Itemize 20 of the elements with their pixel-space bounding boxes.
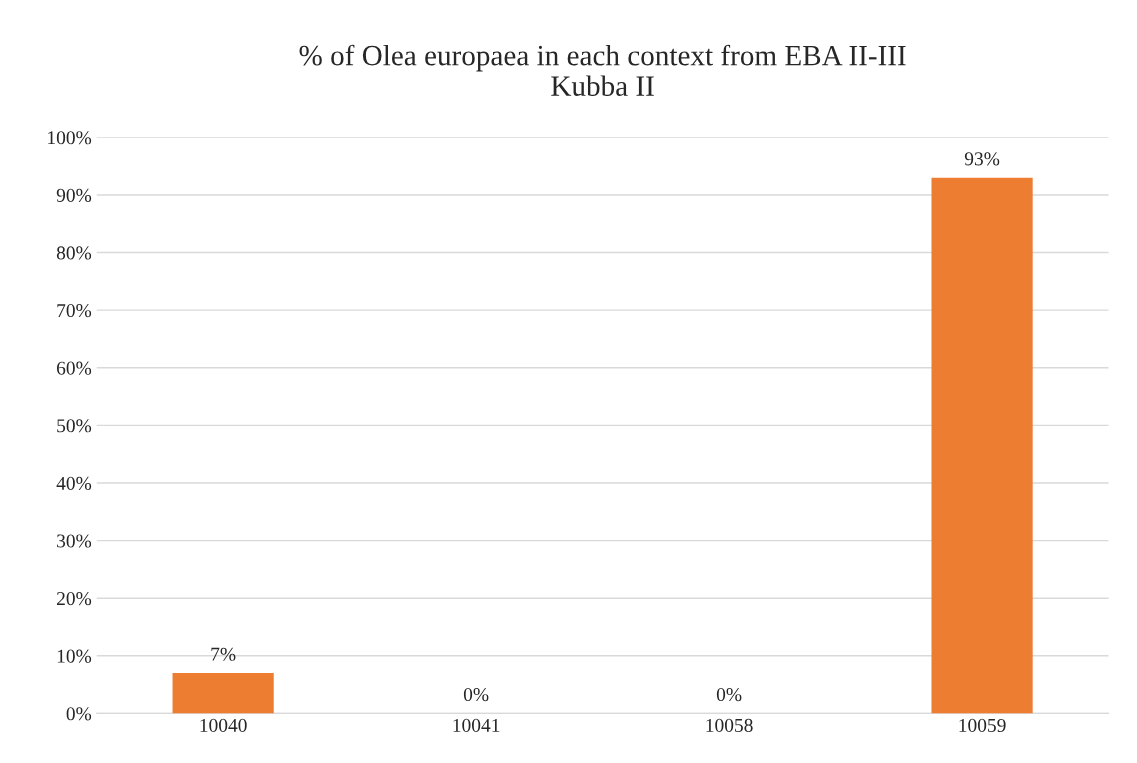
data-label: 93% [964, 152, 1000, 166]
y-tick-label: 30% [57, 534, 92, 548]
x-tick-label: 10059 [959, 718, 1006, 732]
y-tick-label: 60% [56, 361, 92, 375]
data-label: 0% [463, 688, 489, 702]
y-tick-label: 80% [56, 246, 92, 260]
y-tick-label: 20% [57, 592, 92, 606]
x-tick-label: 10041 [453, 718, 500, 732]
x-tick-label: 10058 [706, 718, 753, 732]
x-tick-label: 10040 [200, 718, 247, 732]
y-tick-label: 10% [57, 649, 92, 663]
y-tick-label: 40% [56, 476, 92, 490]
data-label: 0% [716, 688, 742, 702]
y-tick-label: 50% [57, 419, 92, 433]
chart-title: % of Olea europaea in each context from EBA II-III Kubba II [299, 44, 906, 96]
data-label: 7% [211, 647, 236, 661]
y-tick-label: 90% [56, 188, 92, 202]
y-tick-label: 100% [48, 131, 92, 145]
y-tick-label: 70% [57, 303, 92, 318]
y-tick-label: 0% [66, 707, 92, 721]
